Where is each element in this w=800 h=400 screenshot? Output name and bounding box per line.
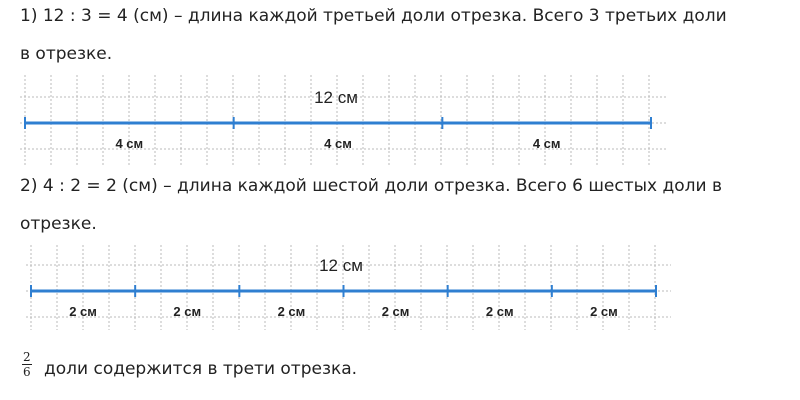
step2-line1: 2) 4 : 2 = 2 (см) – длина каждой шестой … [20, 176, 722, 196]
conclusion-text: доли содержится в трети отрезка. [44, 359, 358, 379]
part-label: 4 см [324, 136, 352, 151]
fraction: 2 6 [22, 350, 32, 379]
step2-line2: отрезке. [20, 214, 97, 234]
step1-line2: в отрезке. [20, 44, 113, 64]
part-label: 2 см [69, 304, 97, 319]
part-label: 4 см [533, 136, 561, 151]
fraction-denominator: 6 [23, 365, 31, 379]
part-label: 2 см [486, 304, 514, 319]
fraction-numerator: 2 [22, 350, 32, 365]
diagram-thirds: 4 см 4 см 4 см 12 см [20, 75, 666, 165]
diagram-sixths: 2 см 2 см 2 см 2 см 2 см 2 см 12 см [26, 245, 671, 330]
part-label: 2 см [278, 304, 306, 319]
part-label: 2 см [590, 304, 618, 319]
total-label: 12 см [314, 88, 358, 107]
part-label: 2 см [382, 304, 410, 319]
step1-line1: 1) 12 : 3 = 4 (см) – длина каждой третье… [20, 6, 727, 26]
part-label: 4 см [115, 136, 143, 151]
part-label: 2 см [173, 304, 201, 319]
total-label: 12 см [319, 256, 363, 275]
